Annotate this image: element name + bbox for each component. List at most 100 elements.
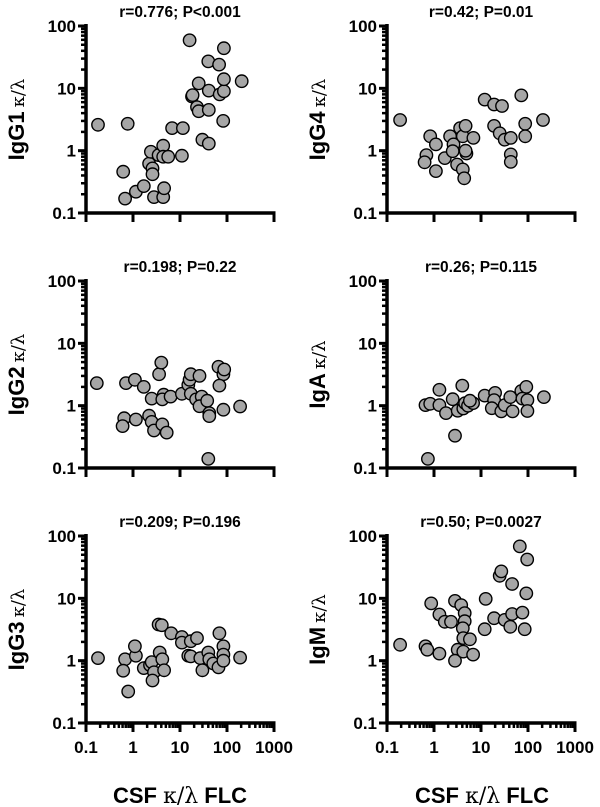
y-tick-label: 0.1 — [353, 204, 377, 223]
y-tick-label: 10 — [57, 334, 76, 353]
data-point — [216, 402, 231, 417]
data-point — [157, 181, 172, 196]
data-point — [519, 379, 534, 394]
data-point — [195, 663, 210, 678]
x-tick-label: 100 — [213, 738, 241, 757]
y-tick-label: 0.1 — [52, 714, 76, 733]
data-point — [457, 171, 472, 186]
y-axis-label: IgG4κ/λ — [305, 79, 330, 161]
x-axis-label-left: CSF κ/λ FLC — [113, 783, 247, 807]
y-tick-label: 100 — [48, 17, 76, 36]
data-point — [520, 552, 535, 567]
y-tick-label: 10 — [358, 334, 377, 353]
data-point — [445, 392, 460, 407]
y-tick-label: 1 — [67, 652, 76, 671]
y-axis-label: IgMκ/λ — [305, 594, 330, 665]
data-point — [174, 148, 189, 163]
panel-title: r=0.50; P=0.0027 — [420, 514, 542, 531]
data-point — [495, 99, 509, 113]
data-point — [462, 393, 477, 408]
data-point — [212, 378, 227, 393]
data-point — [154, 618, 169, 633]
data-point — [393, 113, 407, 127]
data-point — [494, 564, 509, 579]
data-point — [212, 57, 227, 72]
panel-igg4: r=0.42; P=0.01 IgG4κ/λ 0.1 1 10 100 — [305, 4, 577, 223]
data-point — [518, 116, 533, 131]
data-point — [217, 362, 232, 377]
data-point — [121, 684, 136, 699]
data-point — [200, 393, 215, 408]
panel-igg1: r=0.776; P<0.001 IgG1κ/λ 0.1 1 10 100 — [4, 4, 276, 223]
data-point — [136, 379, 151, 394]
y-axis-label: IgG2κ/λ — [4, 334, 29, 416]
x-tick-label: 10 — [171, 738, 190, 757]
data-point — [503, 130, 518, 145]
data-point — [439, 406, 453, 420]
x-tick-label: 1000 — [556, 738, 594, 757]
data-point — [202, 409, 217, 423]
data-point — [145, 673, 160, 688]
x-tick-label: 1 — [429, 738, 438, 757]
panel-title: r=0.776; P<0.001 — [119, 4, 241, 21]
y-tick-label: 10 — [57, 79, 76, 98]
x-tick-label: 10 — [472, 738, 491, 757]
y-axis-label: IgG3κ/λ — [4, 589, 29, 671]
y-tick-label: 10 — [358, 589, 377, 608]
data-point — [212, 626, 227, 641]
data-point — [520, 404, 535, 418]
x-tick-label: 0.1 — [375, 738, 399, 757]
y-tick-label: 100 — [349, 17, 377, 36]
data-point — [505, 404, 520, 419]
data-point — [420, 451, 435, 466]
data-point — [234, 74, 249, 89]
data-point — [192, 368, 207, 383]
data-point — [118, 191, 133, 206]
data-point — [517, 622, 532, 637]
data-point — [115, 419, 130, 433]
data-point — [428, 137, 443, 152]
data-point — [512, 539, 527, 554]
y-tick-label: 1 — [67, 142, 76, 161]
x-tick-label: 100 — [514, 738, 542, 757]
y-tick-label: 10 — [358, 79, 377, 98]
data-point — [201, 103, 216, 117]
data-point — [233, 650, 248, 665]
y-tick-label: 0.1 — [52, 204, 76, 223]
data-point — [448, 428, 462, 443]
panel-title: r=0.209; P=0.196 — [119, 514, 241, 531]
data-point — [432, 646, 447, 661]
data-point — [505, 577, 519, 591]
y-tick-label: 1 — [368, 142, 377, 161]
data-point — [458, 143, 473, 158]
data-point — [462, 632, 477, 647]
data-point — [191, 76, 206, 91]
x-tick-label: 0.1 — [74, 738, 98, 757]
data-point — [445, 144, 460, 159]
data-point — [514, 88, 529, 103]
panel-igm: r=0.50; P=0.0027 IgMκ/λ 0.1 1 10 100 0.1 1 10 100… — [305, 514, 594, 757]
data-point — [233, 399, 248, 414]
data-point — [216, 114, 231, 128]
data-point — [420, 642, 435, 657]
data-point — [182, 33, 197, 48]
data-point — [432, 382, 447, 397]
x-tick-label: 1000 — [255, 738, 293, 757]
data-point — [190, 631, 204, 645]
data-point — [128, 412, 143, 427]
data-point — [537, 390, 551, 404]
y-tick-label: 0.1 — [353, 459, 377, 478]
y-tick-label: 10 — [57, 589, 76, 608]
data-point — [448, 653, 462, 668]
data-point — [154, 355, 169, 370]
data-point — [116, 164, 131, 179]
data-point — [458, 119, 473, 133]
data-point — [519, 586, 534, 601]
data-point — [185, 88, 200, 103]
data-point — [455, 378, 470, 393]
panel-title: r=0.42; P=0.01 — [429, 4, 534, 21]
data-point — [424, 596, 439, 611]
data-point — [161, 149, 176, 164]
data-point — [145, 167, 160, 182]
y-tick-label: 100 — [349, 527, 377, 546]
